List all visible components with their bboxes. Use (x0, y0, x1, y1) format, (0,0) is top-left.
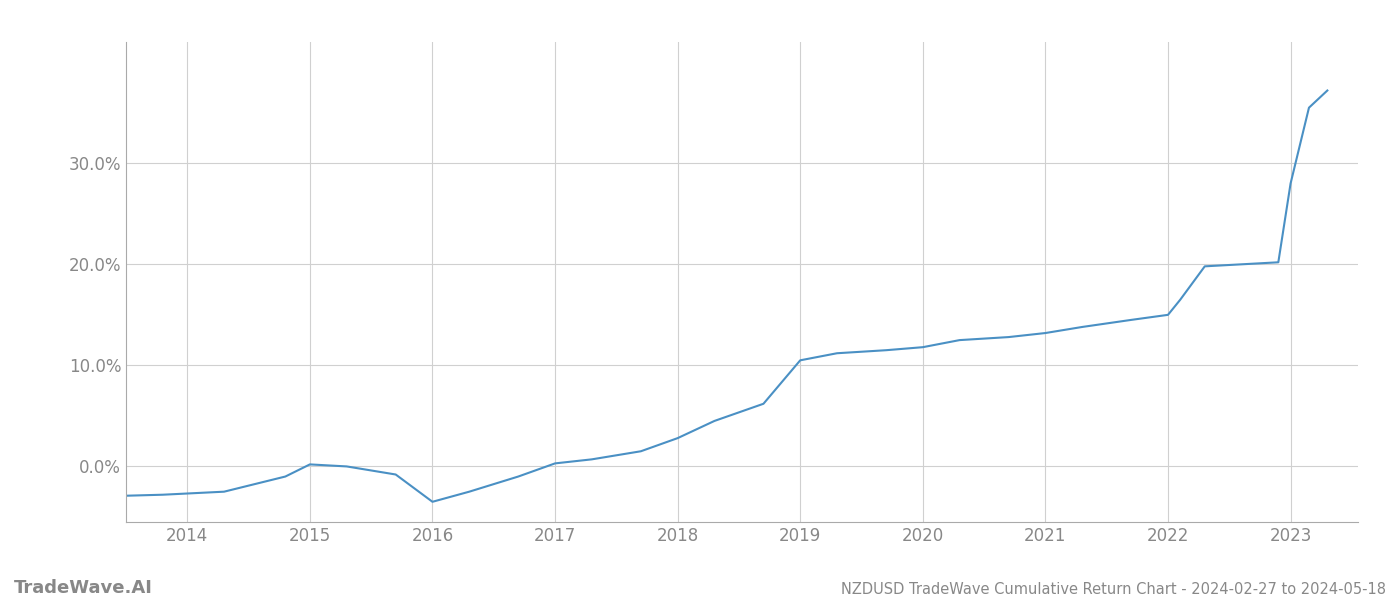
Text: TradeWave.AI: TradeWave.AI (14, 579, 153, 597)
Text: NZDUSD TradeWave Cumulative Return Chart - 2024-02-27 to 2024-05-18: NZDUSD TradeWave Cumulative Return Chart… (841, 582, 1386, 597)
